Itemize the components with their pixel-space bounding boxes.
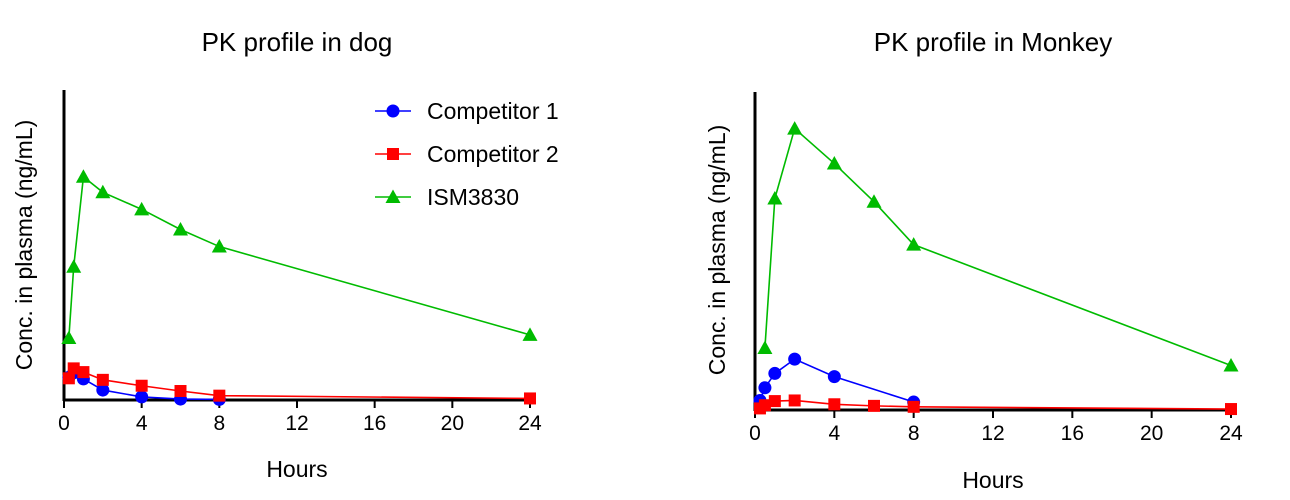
data-point-competitor-2 [77,366,90,379]
data-point-ism3830 [522,327,538,341]
x-axis-label: Hours [962,467,1023,493]
data-point-competitor-2 [828,398,841,411]
series-group [61,169,538,406]
data-point-ism3830 [787,121,803,135]
x-tick-label: 8 [908,422,920,445]
x-tick-label: 20 [1140,422,1163,445]
data-point-competitor-2 [62,372,75,385]
data-point-ism3830 [134,201,150,216]
chart-title: PK profile in Monkey [874,27,1112,57]
legend-item-competitor-2: Competitor 2 [375,141,559,167]
x-tick-label: 4 [136,412,148,435]
legend-item-ism3830: ISM3830 [375,184,519,210]
x-tick-label: 12 [981,422,1004,445]
legend-marker [386,104,400,118]
y-axis-label: Conc. in plasma (ng/mL) [11,120,37,371]
legend-label: Competitor 1 [427,98,559,124]
axes [753,92,1233,412]
x-axis-label: Hours [266,456,327,482]
data-point-competitor-1 [768,366,782,380]
series-ism3830 [757,121,1239,372]
x-tick-label: 20 [441,412,464,435]
x-tick-label: 16 [363,412,386,435]
data-point-ism3830 [66,259,82,273]
data-point-competitor-1 [96,383,110,397]
data-point-ism3830 [767,191,783,205]
data-point-competitor-2 [213,389,226,402]
data-point-ism3830 [757,340,773,354]
x-ticks: 0 4 8 12 16 20 24 [749,410,1243,445]
data-point-competitor-2 [174,385,187,398]
data-point-ism3830 [61,330,77,344]
data-point-competitor-2 [758,399,771,412]
x-ticks: 0 4 8 12 16 20 24 [58,400,542,435]
series-group [753,121,1239,416]
x-tick-label: 24 [518,412,542,435]
series-competitor-2 [753,394,1237,416]
x-tick-label: 0 [749,422,761,445]
legend-label: Competitor 2 [427,141,559,167]
data-point-competitor-2 [96,373,109,386]
data-point-competitor-2 [788,394,801,407]
chart-monkey: PK profile in Monkey Conc. in plasma (ng… [704,27,1243,493]
data-point-competitor-2 [907,400,920,413]
data-point-ism3830 [211,239,227,253]
x-tick-label: 16 [1061,422,1084,445]
x-tick-label: 0 [58,412,70,435]
chart-dog: PK profile in dog Conc. in plasma (ng/mL… [11,27,559,482]
data-point-competitor-2 [768,395,781,408]
x-tick-label: 8 [213,412,225,435]
data-point-competitor-1 [788,352,802,366]
x-tick-label: 12 [285,412,308,435]
legend-item-competitor-1: Competitor 1 [375,98,559,124]
data-point-competitor-2 [1225,403,1237,416]
data-point-competitor-1 [758,381,772,395]
data-point-competitor-2 [524,392,536,405]
data-point-ism3830 [75,169,91,183]
legend-marker [387,148,399,160]
x-tick-label: 4 [828,422,840,445]
x-tick-label: 24 [1219,422,1243,445]
data-point-competitor-2 [135,379,148,392]
chart-title: PK profile in dog [202,27,393,57]
legend-marker [385,189,401,203]
data-point-competitor-1 [827,370,841,384]
legend: Competitor 1 Competitor 2 ISM3830 [375,98,559,210]
data-point-ism3830 [173,222,188,236]
series-competitor-2 [62,362,536,405]
legend-label: ISM3830 [427,184,519,210]
data-point-ism3830 [95,184,111,199]
data-point-ism3830 [866,194,882,208]
data-point-ism3830 [826,156,842,170]
data-point-ism3830 [906,237,922,251]
data-point-competitor-2 [868,399,880,412]
data-point-competitor-1 [135,390,149,404]
series-line-ism3830 [68,175,531,339]
data-point-competitor-2 [67,362,80,375]
series-ism3830 [61,169,538,344]
axes [62,90,532,402]
data-point-ism3830 [1223,357,1239,372]
y-axis-label: Conc. in plasma (ng/mL) [704,125,730,376]
